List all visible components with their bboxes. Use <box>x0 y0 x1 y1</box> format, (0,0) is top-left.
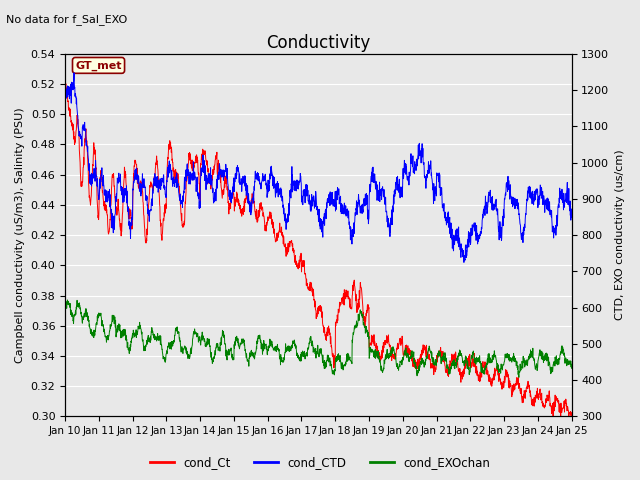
Y-axis label: Campbell conductivity (uS/m3), Salinity (PSU): Campbell conductivity (uS/m3), Salinity … <box>15 108 25 363</box>
Text: GT_met: GT_met <box>76 60 122 71</box>
Y-axis label: CTD, EXO conductivity (us/cm): CTD, EXO conductivity (us/cm) <box>615 150 625 321</box>
Legend: cond_Ct, cond_CTD, cond_EXOchan: cond_Ct, cond_CTD, cond_EXOchan <box>145 452 495 474</box>
Text: No data for f_Sal_EXO: No data for f_Sal_EXO <box>6 14 127 25</box>
Title: Conductivity: Conductivity <box>266 34 371 52</box>
